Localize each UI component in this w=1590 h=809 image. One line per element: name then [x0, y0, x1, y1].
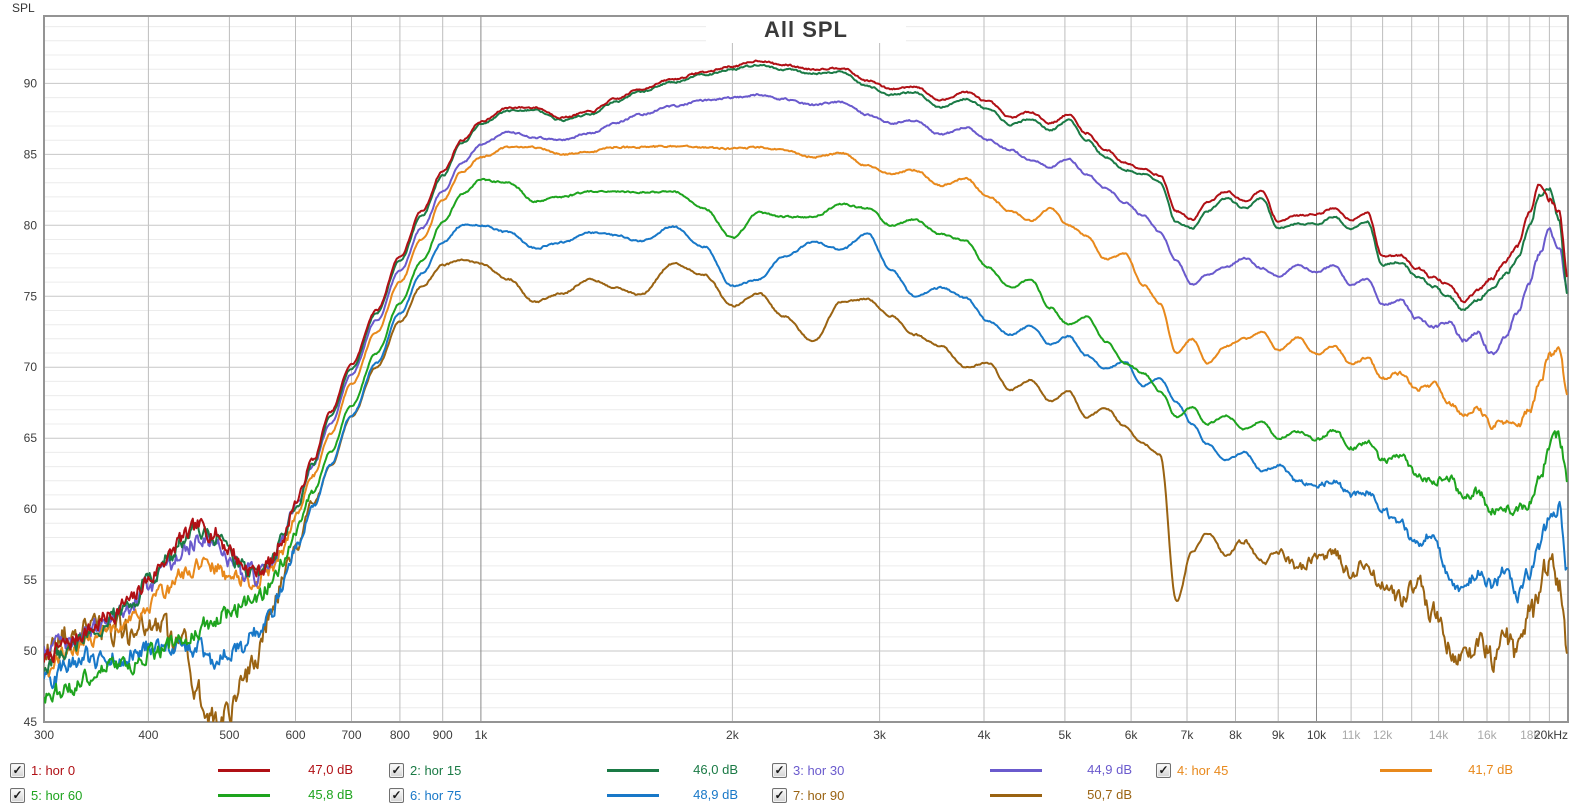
- legend-entry-2-hor-15: ✓ 2: hor 15: [389, 761, 461, 779]
- measurement-label[interactable]: 7: hor 90: [793, 787, 845, 803]
- measurement-checkbox[interactable]: ✓: [389, 762, 404, 778]
- svg-text:45: 45: [24, 715, 38, 729]
- svg-text:16k: 16k: [1477, 728, 1497, 742]
- measurement-checkbox[interactable]: ✓: [10, 787, 25, 803]
- measurement-checkbox[interactable]: ✓: [1156, 762, 1171, 778]
- measurement-checkbox[interactable]: ✓: [10, 762, 25, 778]
- curve-hor-60: [44, 177, 1568, 704]
- svg-text:300: 300: [34, 728, 54, 742]
- curve-hor-0: [44, 59, 1568, 664]
- svg-text:400: 400: [138, 728, 158, 742]
- svg-text:900: 900: [433, 728, 453, 742]
- svg-text:9k: 9k: [1272, 728, 1286, 742]
- svg-text:800: 800: [390, 728, 410, 742]
- svg-text:50: 50: [24, 644, 38, 658]
- legend-entry-3-hor-30: ✓ 3: hor 30: [772, 761, 844, 779]
- svg-text:3k: 3k: [873, 728, 887, 742]
- svg-text:90: 90: [24, 76, 38, 90]
- measurement-level-value: 46,0 dB: [693, 762, 738, 777]
- y-axis-tick-labels: 45 50 55 60 65 70 75 80 85 90: [24, 76, 38, 729]
- legend-entry-5-hor-60: ✓ 5: hor 60: [10, 786, 82, 804]
- legend-line-swatch: [1380, 769, 1432, 772]
- measurement-level-value: 48,9 dB: [693, 787, 738, 802]
- legend-line-swatch: [218, 794, 270, 797]
- legend-entry-1-hor-0: ✓ 1: hor 0: [10, 761, 75, 779]
- curve-hor-15: [44, 63, 1568, 674]
- measurement-checkbox[interactable]: ✓: [389, 787, 404, 803]
- measurement-label[interactable]: 5: hor 60: [31, 787, 83, 803]
- measurement-checkbox[interactable]: ✓: [772, 762, 787, 778]
- legend-line-swatch: [607, 769, 659, 772]
- legend-line-swatch: [607, 794, 659, 797]
- legend-line-swatch: [218, 769, 270, 772]
- spl-chart: 300 400 500 600 700 800 900 1k 2k 3k 4k 5k 6k 7k 8k 9k 1…: [24, 15, 1569, 742]
- plot-border: [43, 15, 1569, 723]
- measurement-level-value: 44,9 dB: [1087, 762, 1132, 777]
- measurement-label[interactable]: 4: hor 45: [1177, 762, 1229, 778]
- legend-entry-7-hor-90: ✓ 7: hor 90: [772, 786, 844, 804]
- svg-text:6k: 6k: [1125, 728, 1139, 742]
- measurement-checkbox[interactable]: ✓: [772, 787, 787, 803]
- svg-text:75: 75: [24, 289, 38, 303]
- y-axis-title: SPL: [12, 1, 35, 15]
- grid-major: [44, 16, 1568, 722]
- curve-hor-75: [44, 223, 1568, 690]
- measurement-level-value: 47,0 dB: [308, 762, 353, 777]
- svg-text:20kHz: 20kHz: [1534, 728, 1568, 742]
- svg-text:85: 85: [24, 147, 38, 161]
- measurement-label[interactable]: 3: hor 30: [793, 762, 845, 778]
- svg-text:7k: 7k: [1181, 728, 1195, 742]
- svg-text:8k: 8k: [1229, 728, 1243, 742]
- svg-text:600: 600: [285, 728, 305, 742]
- curves: [44, 59, 1568, 722]
- svg-text:60: 60: [24, 502, 38, 516]
- svg-text:1k: 1k: [475, 728, 489, 742]
- legend-line-swatch: [990, 769, 1042, 772]
- svg-text:700: 700: [341, 728, 361, 742]
- measurement-level-value: 45,8 dB: [308, 787, 353, 802]
- svg-text:2k: 2k: [726, 728, 740, 742]
- legend-entry-6-hor-75: ✓ 6: hor 75: [389, 786, 461, 804]
- svg-text:65: 65: [24, 431, 38, 445]
- measurement-label[interactable]: 1: hor 0: [31, 762, 76, 778]
- measurement-label[interactable]: 6: hor 75: [410, 787, 462, 803]
- curve-hor-45: [44, 144, 1568, 678]
- measurement-level-value: 41,7 dB: [1468, 762, 1513, 777]
- svg-text:80: 80: [24, 218, 38, 232]
- curve-hor-90: [44, 258, 1568, 722]
- chart-title: All SPL: [706, 17, 906, 43]
- svg-text:10k: 10k: [1307, 728, 1327, 742]
- svg-text:5k: 5k: [1059, 728, 1073, 742]
- svg-text:14k: 14k: [1429, 728, 1449, 742]
- svg-text:18k: 18k: [1520, 728, 1540, 742]
- svg-text:12k: 12k: [1373, 728, 1393, 742]
- legend-entry-4-hor-45: ✓ 4: hor 45: [1156, 761, 1228, 779]
- measurement-level-value: 50,7 dB: [1087, 787, 1132, 802]
- curve-hor-30: [44, 93, 1568, 658]
- legend-line-swatch: [990, 794, 1042, 797]
- x-axis-tick-labels: 300 400 500 600 700 800 900 1k 2k 3k 4k 5k 6k 7k 8k 9k 1…: [34, 728, 1568, 742]
- svg-text:4k: 4k: [978, 728, 992, 742]
- measurement-label[interactable]: 2: hor 15: [410, 762, 462, 778]
- svg-text:70: 70: [24, 360, 38, 374]
- svg-text:55: 55: [24, 573, 38, 587]
- svg-text:11k: 11k: [1342, 728, 1361, 742]
- svg-text:500: 500: [219, 728, 239, 742]
